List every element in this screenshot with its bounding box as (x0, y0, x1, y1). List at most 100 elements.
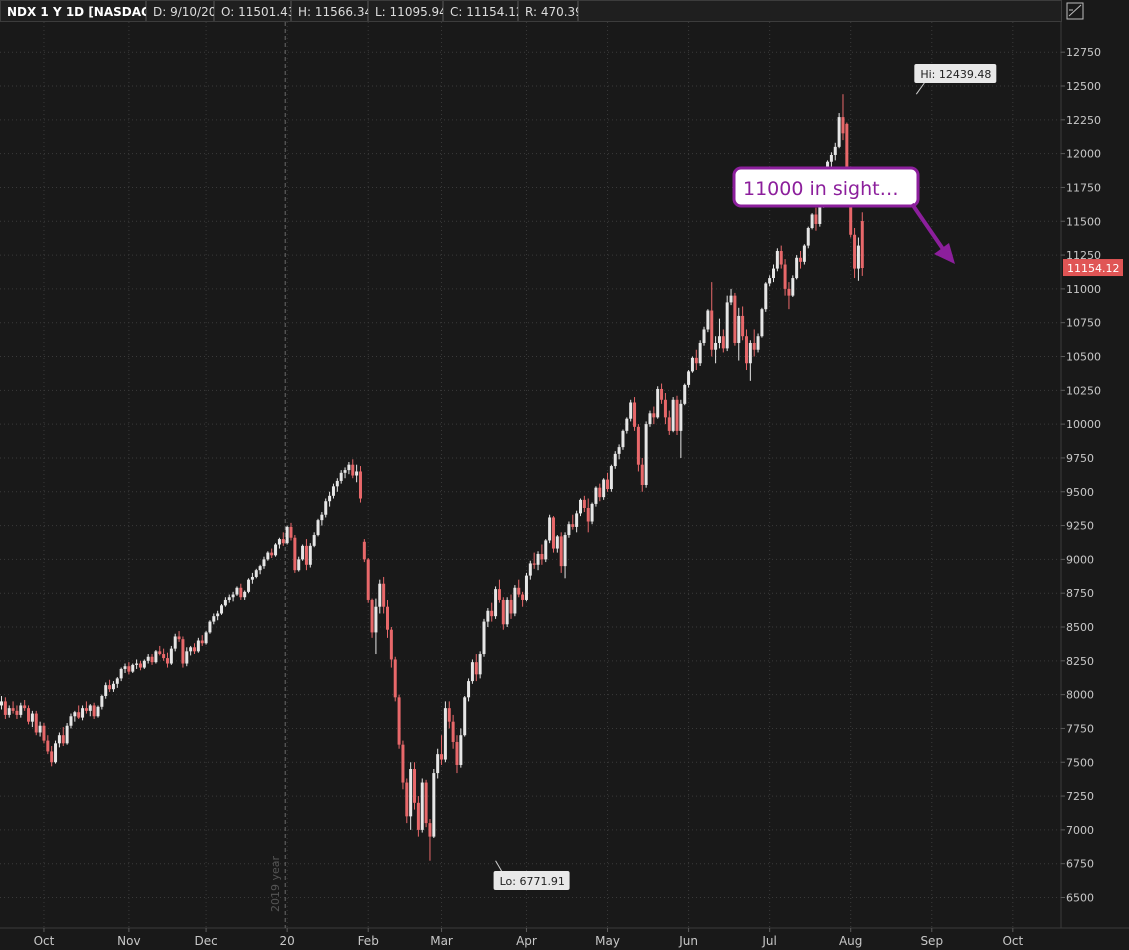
candle-body (725, 302, 729, 349)
candle-body (474, 662, 478, 675)
candle-body (123, 666, 127, 669)
candle-body (717, 336, 721, 343)
annotation-box (732, 166, 920, 208)
candle-body (142, 660, 146, 668)
candle-body (690, 357, 694, 372)
candle-body (563, 535, 567, 567)
candle-body (119, 668, 123, 679)
candle-body (679, 403, 683, 431)
candle-body (293, 537, 297, 571)
candle-body (30, 713, 34, 722)
candle-body (729, 295, 733, 303)
price-tick-label: 9000 (1066, 553, 1094, 566)
candle-body (683, 384, 687, 404)
candle-body (320, 514, 324, 521)
candle-body (482, 621, 486, 655)
candle-body (814, 214, 818, 224)
candle-body (617, 447, 621, 454)
candle-body (559, 536, 563, 567)
time-tick-label: Mar (430, 934, 453, 948)
last-price-box (1063, 259, 1123, 277)
candle-body (266, 552, 270, 560)
lo-callout: Lo: 6771.91 (493, 860, 570, 890)
candle-body (799, 257, 803, 262)
candle-body (57, 735, 61, 744)
candle-body (455, 741, 459, 765)
price-tick-label: 7000 (1066, 824, 1094, 837)
candle-body (231, 594, 235, 598)
candle-body (193, 647, 196, 652)
candle-body (586, 507, 590, 522)
annotation-text: 11000 in sight… (743, 178, 899, 200)
quote-high: H: 11566.34 (291, 0, 372, 22)
candle-body (343, 470, 347, 473)
candle-body (779, 251, 783, 265)
candle-body (393, 659, 397, 698)
candle-body (853, 234, 857, 269)
candle-body (667, 417, 671, 431)
candle-body (470, 662, 474, 682)
candle-body (54, 743, 58, 763)
candle-body (629, 402, 633, 419)
candle-body (358, 471, 362, 499)
candle-body (609, 466, 613, 490)
candle-body (335, 480, 339, 487)
annotation-arrow-shaft (910, 202, 947, 254)
candle-body (428, 823, 432, 837)
quote-low: L: 11095.94 (368, 0, 447, 22)
candle-body (829, 154, 833, 162)
candle-body (366, 559, 370, 600)
price-tick-label: 12750 (1066, 46, 1101, 59)
candle-body (694, 357, 698, 364)
candle-body (185, 651, 189, 664)
candle-body (536, 553, 540, 565)
last-price-tag: 11154.12 (1063, 259, 1123, 277)
candle-body (61, 735, 65, 744)
candle-body (413, 769, 417, 803)
candle-body (463, 697, 467, 736)
candle-body (671, 399, 675, 431)
candle-body (791, 278, 795, 296)
candle-body (258, 566, 262, 571)
lo-label: Lo: 6771.91 (500, 875, 565, 888)
candle-body (15, 710, 19, 715)
candle-body (23, 705, 27, 709)
candle-body (575, 513, 579, 527)
quote-open: O: 11501.43 (214, 0, 295, 22)
candle-body (181, 639, 185, 664)
candle-body (555, 536, 559, 549)
candle-body (165, 658, 169, 664)
price-tick-label: 9750 (1066, 452, 1094, 465)
chart-style-icon[interactable] (1062, 0, 1090, 22)
candle-body (660, 388, 664, 400)
candle-body (277, 539, 281, 545)
candle-body (88, 705, 92, 711)
candle-body (135, 663, 139, 665)
price-tick-label: 10000 (1066, 418, 1101, 431)
candle-body (467, 681, 471, 698)
candle-body (424, 782, 428, 824)
price-axis-labels: 6500 6750 7000 7250 7500 7750 8000 8250 8500 8750… (1061, 46, 1101, 905)
axes (0, 0, 1129, 929)
candle-body (551, 517, 555, 549)
candle-body (702, 329, 706, 343)
price-tick-label: 9500 (1066, 486, 1094, 499)
candle-body (497, 589, 501, 600)
candle-body (297, 559, 301, 571)
candle-body (243, 591, 247, 598)
candle-body (69, 716, 73, 726)
candle-body (663, 399, 667, 418)
candle-body (687, 371, 691, 385)
candle-body (590, 503, 594, 522)
candle-body (401, 744, 405, 783)
grid (0, 22, 1061, 928)
candle-body (0, 701, 3, 706)
price-tick-label: 11750 (1066, 181, 1101, 194)
candle-body (34, 713, 38, 733)
candle-body (11, 708, 15, 711)
candle-body (104, 685, 108, 696)
candle-body (38, 725, 42, 733)
candle-body (285, 526, 289, 544)
